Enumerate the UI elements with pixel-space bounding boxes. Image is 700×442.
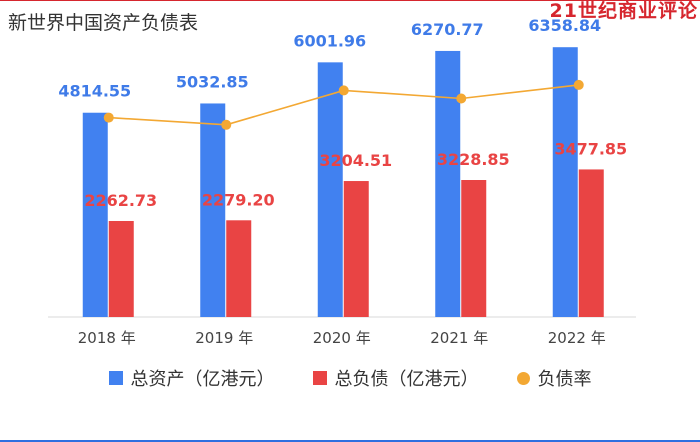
bottom-rule <box>0 440 700 442</box>
legend-swatch-ratio <box>516 371 530 385</box>
legend-item-liabilities: 总负债（亿港元） <box>312 365 479 391</box>
bar-total-assets <box>435 50 461 317</box>
legend-swatch-assets <box>108 371 123 385</box>
x-tick-label: 2021 年 <box>430 329 488 347</box>
bar-total-assets <box>200 103 226 317</box>
chart-canvas: 2018 年 2019 年 2020 年 2021 年 2022 年 4814.55 226… <box>48 16 636 347</box>
legend-item-ratio: 负债率 <box>516 365 592 391</box>
point-debt-ratio <box>573 79 584 90</box>
bar-total-liabilities <box>108 220 134 317</box>
data-label-total-liabilities: 3204.51 <box>319 151 392 170</box>
data-label-total-liabilities: 3228.85 <box>437 150 510 169</box>
data-label-total-assets: 6001.96 <box>293 31 366 50</box>
data-label-total-assets: 6270.77 <box>411 20 484 39</box>
x-tick-label: 2019 年 <box>195 329 253 347</box>
data-label-total-assets: 6358.84 <box>528 16 601 35</box>
point-debt-ratio <box>338 85 349 96</box>
legend-swatch-liabilities <box>312 371 327 385</box>
legend-item-assets: 总资产（亿港元） <box>108 365 275 391</box>
data-label-total-assets: 5032.85 <box>176 72 249 91</box>
legend-label-ratio: 负债率 <box>537 369 592 390</box>
top-rule <box>0 0 700 1</box>
chart-title: 新世界中国资产负债表 <box>8 12 199 34</box>
bar-total-liabilities <box>343 181 369 317</box>
data-label-total-liabilities: 3477.85 <box>554 139 627 158</box>
legend-label-assets: 总资产（亿港元） <box>130 369 275 390</box>
data-label-total-liabilities: 2262.73 <box>84 191 157 210</box>
bar-total-liabilities <box>578 169 604 317</box>
data-label-total-assets: 4814.55 <box>58 82 131 101</box>
x-tick-label: 2022 年 <box>548 329 606 347</box>
x-tick-label: 2020 年 <box>313 329 371 347</box>
bar-total-assets <box>552 47 578 318</box>
bar-total-assets <box>317 62 343 317</box>
point-debt-ratio <box>456 93 467 104</box>
x-tick-label: 2018 年 <box>78 329 136 347</box>
legend: 总资产（亿港元） 总负债（亿港元） 负债率 <box>0 366 700 390</box>
bar-total-liabilities <box>226 220 252 317</box>
bar-total-assets <box>82 112 108 317</box>
data-label-total-liabilities: 2279.20 <box>202 190 275 209</box>
brand-logo: 21世纪商业评论 <box>549 0 698 22</box>
point-debt-ratio <box>103 112 114 123</box>
point-debt-ratio <box>221 119 232 130</box>
legend-label-liabilities: 总负债（亿港元） <box>334 369 479 390</box>
bar-total-liabilities <box>461 180 487 317</box>
